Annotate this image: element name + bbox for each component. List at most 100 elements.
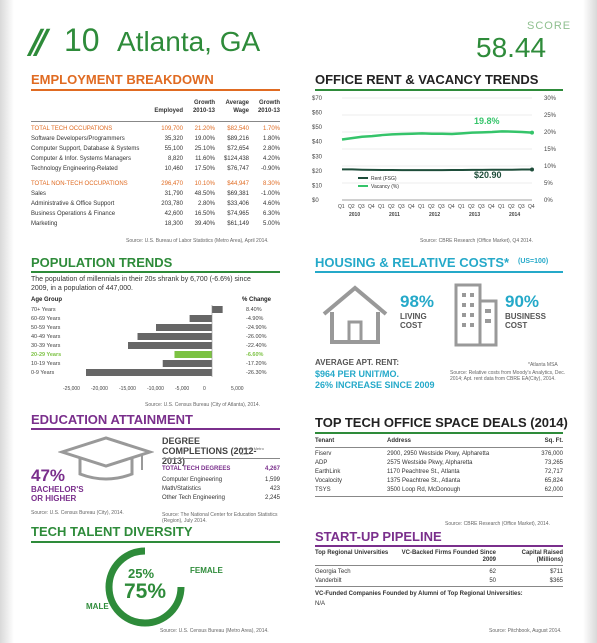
housing-index: (US=100) xyxy=(518,258,549,265)
pop-age-label: 30-39 Years xyxy=(31,343,61,349)
x-tick: Q4 xyxy=(528,204,535,210)
x-tick: Q3 xyxy=(518,204,525,210)
rent-increase: 26% INCREASE SINCE 2009 xyxy=(315,380,435,390)
startup-table: Top Regional Universities VC-Backed Firm… xyxy=(315,548,563,612)
employment-row-employed: 35,320 xyxy=(164,136,183,142)
score-label: SCORE xyxy=(527,20,572,32)
employment-row-wage: $33,406 xyxy=(227,201,249,207)
employment-row-employed: 55,100 xyxy=(164,146,183,152)
employment-row-employed: 203,780 xyxy=(161,201,183,207)
x-tick: Q2 xyxy=(348,204,355,210)
year-label: 2010 xyxy=(349,212,360,218)
degree-row-label: Other Tech Engineering xyxy=(162,495,225,501)
deals-col-sqft: Sq. Ft. xyxy=(544,438,563,444)
x-tick: Q3 xyxy=(438,204,445,210)
pop-x-tick: -20,000 xyxy=(91,386,108,392)
office-title: OFFICE RENT & VACANCY TRENDS xyxy=(315,72,539,87)
male-pct: 75% xyxy=(124,580,167,603)
housing-note: *Atlanta MSA xyxy=(528,362,558,368)
office-rule xyxy=(315,89,563,91)
employment-row-employed: 31,790 xyxy=(164,191,183,197)
employment-row-employed: 296,470 xyxy=(161,181,183,187)
pop-bar xyxy=(128,342,212,349)
pop-x-tick: -10,000 xyxy=(147,386,164,392)
pop-change-value: -17.20% xyxy=(246,361,267,367)
deal-address: 1170 Peachtree St., Atlanta xyxy=(387,469,460,475)
left-axis-tick: $50 xyxy=(312,125,323,131)
right-axis-tick: 15% xyxy=(544,147,557,153)
employment-row-growth: 19.00% xyxy=(194,136,215,142)
employment-row-growth: 2.80% xyxy=(197,201,215,207)
logo-slashes: // xyxy=(30,22,48,61)
x-tick: Q4 xyxy=(408,204,415,210)
employment-row-growth: 39.40% xyxy=(194,221,215,227)
x-tick: Q2 xyxy=(388,204,395,210)
employment-row-wgrowth: 5.00% xyxy=(262,221,280,227)
employment-row-label: Business Operations & Finance xyxy=(31,211,116,217)
left-axis-tick: $0 xyxy=(312,198,319,204)
pop-change-value: -6.60% xyxy=(246,352,264,358)
pop-bar xyxy=(189,315,212,322)
deals-source: Source: CBRE Research (Office Market), 2… xyxy=(445,521,550,527)
employment-rule xyxy=(31,89,280,91)
employment-row-wage: $72,654 xyxy=(227,146,249,152)
col-wage: Average Wage xyxy=(225,100,249,114)
left-axis-tick: $30 xyxy=(312,154,323,160)
legend-label: Vacancy (%) xyxy=(371,184,399,190)
employment-row-label: Computer Support, Database & Systems xyxy=(31,146,140,152)
female-label: FEMALE xyxy=(190,566,223,575)
pop-x-tick: 5,000 xyxy=(231,386,244,392)
degree-title: DEGREE COMPLETIONS (2012-2013) xyxy=(162,436,257,466)
x-tick: Q3 xyxy=(478,204,485,210)
degree-row-value: 4,267 xyxy=(264,466,280,472)
employment-row-wgrowth: 1.70% xyxy=(262,126,280,132)
degree-row-label: Math/Statistics xyxy=(162,486,202,492)
year-label: 2012 xyxy=(429,212,440,218)
bachelors-pct: 47% xyxy=(31,466,66,485)
population-rule xyxy=(31,271,280,273)
employment-row-growth: 16.50% xyxy=(194,211,215,217)
x-tick: Q1 xyxy=(458,204,465,210)
alumni-value: N/A xyxy=(315,601,326,607)
employment-row-label: Sales xyxy=(31,191,47,197)
employment-row-growth: 25.10% xyxy=(194,146,215,152)
col-wgrowth: Growth 2010-13 xyxy=(257,100,280,114)
diversity-rule xyxy=(31,541,280,543)
population-text: The population of millennials in their 2… xyxy=(31,276,251,292)
population-chart: Age Group % Change 70+ Years 8.40% 60-69 Yea… xyxy=(31,297,272,392)
deal-address: 3500 Loop Rd, McDonough xyxy=(387,487,461,493)
x-tick: Q3 xyxy=(398,204,405,210)
series-endpoint xyxy=(530,130,534,135)
startup-source: Source: Pitchbook, August 2014. xyxy=(489,628,562,634)
male-label: MALE xyxy=(86,602,109,611)
employment-row-wage: $69,381 xyxy=(227,191,249,197)
left-axis-tick: $70 xyxy=(312,96,323,102)
population-title: POPULATION TRENDS xyxy=(31,255,173,270)
deal-address: 1375 Peachtree St., Atlanta xyxy=(387,478,461,484)
vacancy-value-label: 19.8% xyxy=(474,116,500,126)
legend-label: Rent (FSG) xyxy=(371,176,397,182)
employment-row-employed: 42,600 xyxy=(164,211,183,217)
deal-sqft: 72,717 xyxy=(544,469,563,475)
pop-x-tick: -15,000 xyxy=(119,386,136,392)
pop-age-label: 20-29 Years xyxy=(31,352,61,358)
employment-source: Source: U.S. Bureau of Labor Statistics … xyxy=(126,238,269,244)
pop-age-label: 50-59 Years xyxy=(31,325,61,331)
startup-col-firms: VC-Backed Firms Founded Since 2009 xyxy=(401,550,496,563)
pop-bar xyxy=(156,324,212,331)
deals-table: Tenant Address Sq. Ft. Fiserv 2900, 2950 … xyxy=(315,435,563,515)
degree-row-label: Computer Engineering xyxy=(162,477,223,483)
employment-row-label: Marketing xyxy=(31,221,58,227)
startup-capital: $711 xyxy=(550,569,563,575)
employment-title: EMPLOYMENT BREAKDOWN xyxy=(31,72,214,87)
x-tick: Q1 xyxy=(498,204,505,210)
startup-title: START-UP PIPELINE xyxy=(315,529,442,544)
pop-x-tick: 0 xyxy=(203,386,206,392)
pop-bar xyxy=(86,369,212,376)
degree-note: Atlanta Metro Area xyxy=(240,446,264,456)
series-line-vacancy xyxy=(341,130,533,141)
diversity-donut xyxy=(105,547,185,627)
office-source: Source: CBRE Research (Office Market), Q… xyxy=(420,238,534,244)
employment-row-wgrowth: 2.80% xyxy=(262,146,280,152)
rank-number: 10 xyxy=(64,22,100,58)
